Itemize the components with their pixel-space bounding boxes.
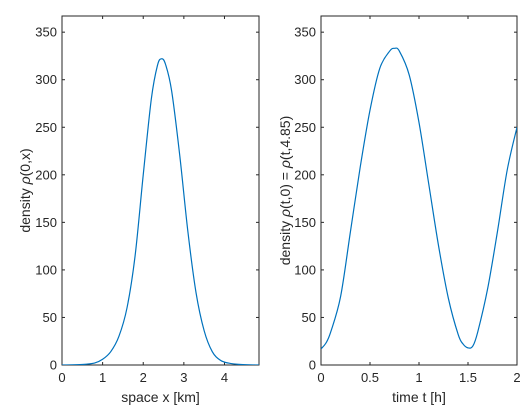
y-axis-label-part: (t,0) =: [277, 168, 293, 209]
x-tick-label: 0.5: [361, 370, 379, 385]
x-axis-label-part: space x [km]: [121, 389, 200, 405]
x-tick-label: 1: [99, 370, 106, 385]
x-axis-label: space x [km]: [121, 389, 200, 405]
x-axis-label-part: time t [h]: [392, 389, 446, 405]
x-tick-label: 4: [221, 370, 228, 385]
y-tick-label: 350: [35, 25, 57, 40]
x-tick-label: 1: [415, 370, 422, 385]
x-tick-label: 1.5: [459, 370, 477, 385]
y-axis-label-part: ρ: [277, 209, 293, 218]
y-tick-label: 250: [35, 120, 57, 135]
x-tick-label: 2: [140, 370, 147, 385]
y-tick-label: 50: [302, 310, 316, 325]
axes-box: [320, 15, 518, 366]
axes-box: [61, 15, 260, 366]
y-axis-label-part: density: [277, 217, 293, 265]
y-axis-label: density ρ(0,x): [17, 148, 33, 232]
y-axis-label-part: (t,4.85): [277, 116, 293, 160]
y-tick-label: 100: [294, 262, 316, 277]
x-tick-label: 0: [58, 370, 65, 385]
y-tick-label: 350: [294, 25, 316, 40]
y-axis-label-part: ρ: [17, 176, 33, 185]
y-tick-label: 200: [294, 167, 316, 182]
series-line: [62, 58, 259, 365]
y-tick-label: 0: [309, 358, 316, 373]
y-axis-label-part: density: [17, 184, 33, 232]
y-tick-label: 200: [35, 167, 57, 182]
y-axis-label: density ρ(t,0) = ρ(t,4.85): [277, 116, 293, 266]
y-tick-label: 150: [35, 215, 57, 230]
x-tick-label: 0: [317, 370, 324, 385]
chart-panel-right: 0 0.5 1 1.5 2 0 50 100 150 200 250 300 350 time t [h]…: [277, 15, 521, 405]
y-tick-label: 300: [294, 72, 316, 87]
y-tick-label: 250: [294, 120, 316, 135]
y-tick-label: 150: [294, 215, 316, 230]
series-line: [321, 47, 517, 350]
x-tick-label: 3: [180, 370, 187, 385]
x-axis-label: time t [h]: [392, 389, 446, 405]
y-tick-label: 300: [35, 72, 57, 87]
y-axis-label-part: (0,x): [17, 148, 33, 176]
y-tick-label: 100: [35, 262, 57, 277]
y-tick-label: 50: [43, 310, 57, 325]
y-axis-label-part: ρ: [277, 160, 293, 169]
x-tick-label: 2: [513, 370, 520, 385]
y-tick-label: 0: [50, 358, 57, 373]
chart-panel-left: 0 1 2 3 4 0 50 100 150 200 250 300 350 space x [km] de…: [17, 15, 260, 405]
